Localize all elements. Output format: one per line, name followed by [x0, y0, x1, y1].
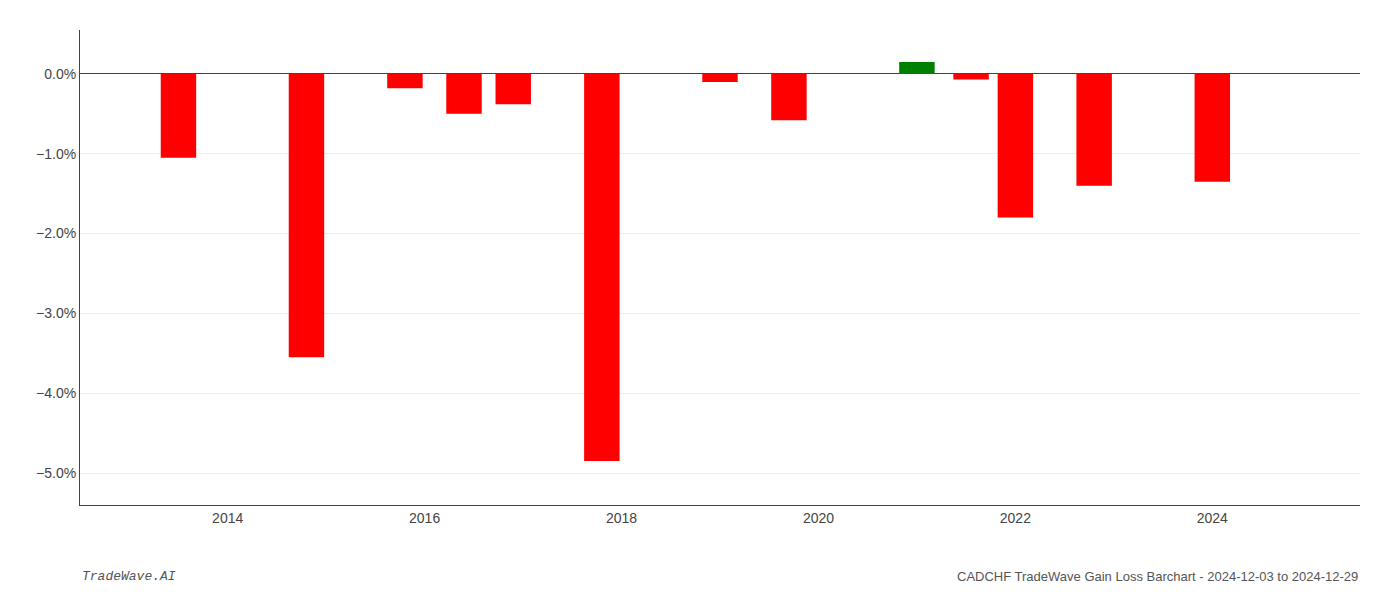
svg-text:0.0%: 0.0%: [44, 66, 76, 82]
svg-text:2022: 2022: [1000, 510, 1031, 526]
svg-text:2020: 2020: [803, 510, 834, 526]
svg-text:−3.0%: −3.0%: [36, 305, 76, 321]
svg-text:2024: 2024: [1197, 510, 1228, 526]
svg-text:−2.0%: −2.0%: [36, 225, 76, 241]
svg-text:CADCHF TradeWave Gain Loss Bar: CADCHF TradeWave Gain Loss Barchart - 20…: [957, 569, 1358, 584]
svg-text:−4.0%: −4.0%: [36, 385, 76, 401]
svg-text:2014: 2014: [212, 510, 243, 526]
svg-text:2018: 2018: [606, 510, 637, 526]
svg-text:2016: 2016: [409, 510, 440, 526]
svg-text:−1.0%: −1.0%: [36, 146, 76, 162]
svg-text:TradeWave.AI: TradeWave.AI: [82, 569, 176, 584]
svg-text:−5.0%: −5.0%: [36, 465, 76, 481]
